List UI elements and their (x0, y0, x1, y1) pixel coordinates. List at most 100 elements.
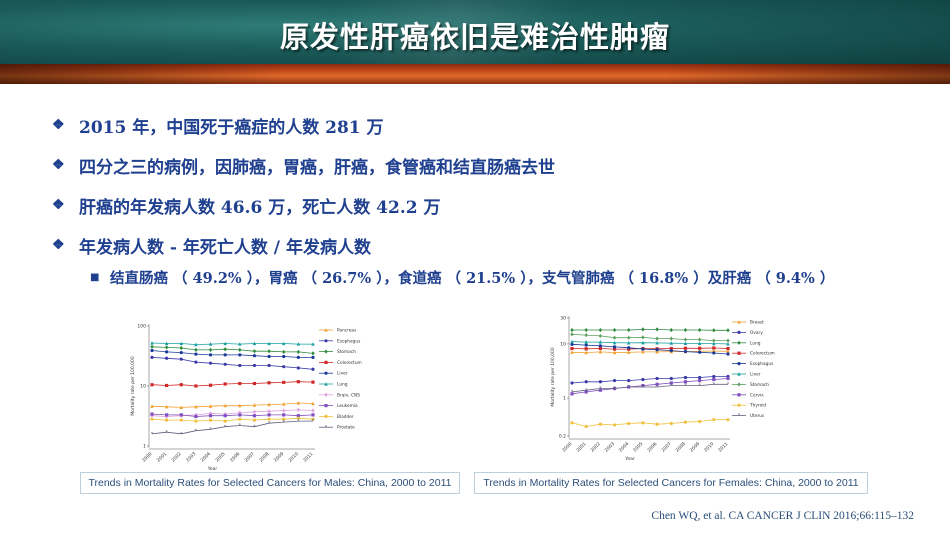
y-axis-label: Mortality rate per 100,000 (550, 347, 556, 407)
series-prostate: * * * * * * * * * * * * * Prostate (151, 419, 355, 438)
x-tick-label: 2010 (703, 441, 715, 453)
data-point: * (195, 428, 198, 434)
data-point (627, 346, 631, 350)
data-point (179, 413, 183, 417)
data-point (655, 341, 659, 345)
data-point (223, 347, 227, 352)
data-point (311, 380, 315, 384)
data-point (712, 346, 716, 350)
data-point: * (585, 388, 588, 394)
legend-swatch-marker (737, 393, 741, 397)
x-tick-label: 2000 (141, 451, 153, 463)
data-point (726, 418, 730, 422)
legend-label: Stomach (750, 382, 769, 388)
y-tick-label: 10 (560, 341, 566, 347)
data-point (655, 327, 659, 332)
series-line (571, 378, 729, 395)
data-point: * (599, 386, 602, 392)
series-thyroid: Thyroid (570, 403, 766, 429)
data-point (683, 341, 688, 346)
x-tick-label: 2006 (646, 441, 658, 453)
bullet-text: 四分之三的病例，因肺癌，胃癌，肝癌，食管癌和结直肠癌去世 (79, 157, 555, 178)
data-point (165, 383, 169, 388)
bullet-item: ❖ 年发病人数 - 年死亡人数 / 年发病人数 (52, 232, 371, 258)
series-line (151, 402, 314, 408)
data-point (179, 383, 183, 387)
series-pancreas: Pancreas (150, 328, 357, 409)
citation: Chen WQ, et al. CA CANCER J CLIN 2016;66… (651, 510, 914, 522)
legend-swatch-marker (324, 349, 328, 354)
data-point: * (209, 427, 212, 433)
data-point (150, 348, 154, 353)
x-tick-label: 2004 (200, 451, 212, 463)
data-point (281, 408, 286, 413)
x-tick-label: 2007 (660, 441, 672, 453)
series-line (571, 343, 729, 355)
legend-label: Thyroid (749, 403, 766, 409)
legend-swatch-marker (737, 372, 741, 376)
series-bladder: Bladder (150, 414, 354, 423)
bullet-text: 肝癌的年发病人数 46.6 万，死亡人数 42.2 万 (79, 197, 441, 218)
data-point: * (297, 419, 300, 425)
y-tick-label: 100 (137, 324, 146, 330)
data-point (712, 338, 716, 343)
data-point (238, 353, 242, 357)
data-point (641, 384, 645, 388)
data-point (150, 417, 154, 421)
data-point (584, 327, 588, 333)
data-point (584, 333, 588, 338)
legend-label: Leukemia (337, 403, 358, 409)
x-tick-label: 2005 (214, 451, 226, 463)
series-liver: Liver (570, 339, 761, 378)
data-point (252, 381, 257, 386)
data-point (252, 418, 257, 422)
x-tick-label: 2010 (287, 451, 299, 463)
data-point (194, 347, 198, 352)
data-point (697, 337, 702, 342)
data-point (626, 350, 631, 354)
data-point (252, 363, 257, 368)
data-point (208, 353, 213, 357)
data-point (252, 349, 257, 354)
series-line (571, 341, 729, 345)
data-point (683, 337, 688, 342)
series-liver: Liver (150, 348, 348, 377)
series-line (571, 350, 729, 354)
data-point (627, 421, 631, 426)
data-point (267, 402, 271, 407)
data-point (612, 379, 617, 383)
bullet-item: ❖ 四分之三的病例，因肺癌，胃癌，肝癌，食管癌和结直肠癌去世 (52, 152, 555, 178)
data-point (655, 336, 659, 341)
data-point (726, 352, 730, 356)
legend-label: Cervix (750, 392, 764, 398)
data-point (267, 363, 271, 368)
data-point: * (224, 424, 227, 430)
data-point (281, 349, 286, 354)
data-point: * (180, 431, 183, 437)
y-tick-label: 1 (143, 444, 146, 450)
data-point (712, 377, 716, 382)
series-line (571, 376, 728, 384)
data-point (698, 375, 702, 380)
data-point (311, 417, 315, 421)
square-bullet-icon: ■ (90, 271, 100, 283)
data-point (669, 376, 673, 381)
data-point (311, 367, 315, 371)
data-point (282, 413, 286, 417)
data-point (296, 380, 300, 384)
data-point (194, 412, 198, 417)
data-point (164, 341, 169, 346)
series-line (151, 413, 314, 417)
data-point (238, 347, 242, 352)
data-point (641, 327, 645, 332)
series-esophagus: Esophagus (570, 342, 774, 367)
series-uterus: * * * * * * * * * * * * * Uterus (571, 382, 765, 419)
data-point (165, 418, 169, 422)
data-point (683, 327, 688, 333)
data-point (669, 341, 674, 345)
data-point (194, 414, 198, 419)
data-point (194, 404, 198, 409)
data-point (598, 350, 603, 354)
data-point (669, 336, 674, 341)
data-point (296, 366, 300, 370)
